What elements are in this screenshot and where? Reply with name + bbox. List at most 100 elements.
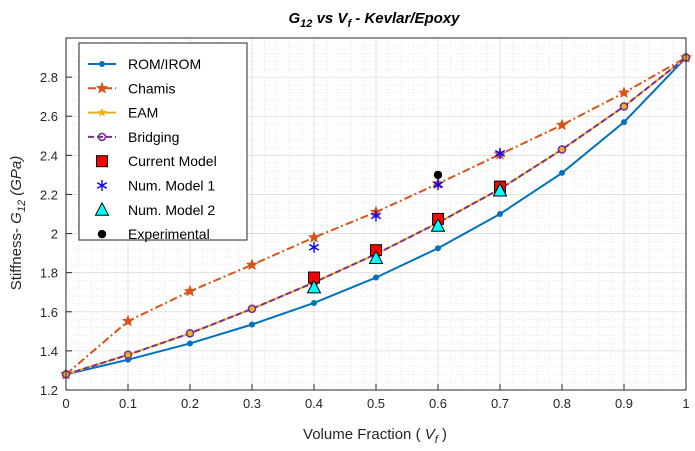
data-point-num-model-2 [492, 182, 508, 197]
legend-box [78, 42, 248, 241]
y-axis-label: Stiffness- G12 (GPa) [8, 156, 28, 291]
legend-label: ROM/IROM [128, 56, 201, 72]
legend-label: Experimental [128, 226, 210, 242]
x-tick-label: 1 [682, 396, 689, 411]
x-tick-label: 0.5 [367, 396, 385, 411]
data-point-experimental [433, 170, 443, 180]
legend-marker [96, 155, 108, 168]
x-tick-label: 0.4 [305, 396, 323, 411]
x-tick-label: 0.8 [553, 396, 571, 411]
y-tick-label: 2.6 [40, 109, 58, 124]
data-point-num-model-1 [432, 179, 444, 191]
legend-label: EAM [128, 105, 158, 121]
data-point-bridging [557, 145, 567, 154]
legend-marker [97, 132, 107, 142]
y-tick-label: 2.4 [40, 148, 58, 163]
data-point-bridging [619, 102, 629, 111]
y-axis-ticks: 1.2 1.4 1.6 1.8 2 2.2 2.4 2.6 2.8 [40, 70, 72, 398]
legend-label: Current Model [128, 153, 217, 169]
data-point-chamis [555, 118, 569, 131]
data-point-rom-irom [373, 274, 379, 281]
data-point-eam [557, 144, 567, 154]
x-axis-label-var: V [425, 426, 437, 443]
data-point-rom-irom [249, 321, 255, 328]
y-axis-label-var: G [8, 212, 25, 224]
title-v-sub: f [347, 18, 352, 30]
title-g: G [288, 10, 300, 27]
legend-item-rom-irom: ROM/IROM [88, 56, 201, 72]
data-point-num-model-2 [430, 217, 446, 232]
chart-title: G12 vs Vf - Kevlar/Epoxy [288, 10, 460, 30]
data-point-chamis [183, 284, 197, 297]
y-tick-label: 1.8 [40, 266, 58, 281]
y-axis-label-sub: 12 [16, 200, 28, 212]
y-axis-label-post: (GPa) [8, 156, 25, 200]
legend-marker [97, 229, 107, 239]
data-point-chamis [121, 314, 135, 327]
data-point-num-model-1 [494, 147, 506, 159]
data-point-bridging [247, 304, 257, 314]
data-point-eam [247, 303, 257, 313]
y-tick-label: 1.6 [40, 305, 58, 320]
data-point-eam [619, 101, 629, 111]
x-axis-label-pre: Volume Fraction ( [303, 426, 425, 443]
legend-label: Bridging [128, 129, 179, 145]
data-point-rom-irom [435, 245, 441, 252]
x-tick-label: 0.2 [181, 396, 199, 411]
legend-marker [94, 201, 110, 216]
series-line-bridging [65, 56, 687, 376]
legend-label: Num. Model 2 [128, 202, 215, 218]
data-point-rom-irom [559, 169, 565, 176]
legend-item-experimental: Experimental [97, 226, 210, 242]
x-tick-label: 0.7 [491, 396, 509, 411]
data-point-eam [185, 328, 195, 338]
y-tick-label: 1.4 [40, 344, 58, 359]
legend-item-current-model: Current Model [96, 153, 217, 169]
y-tick-label: 2.2 [40, 187, 58, 202]
x-axis-label: Volume Fraction ( Vf ) [303, 426, 447, 446]
x-tick-label: 0.6 [429, 396, 447, 411]
data-point-rom-irom [621, 119, 627, 126]
legend-item-num-model-1: Num. Model 1 [96, 178, 215, 194]
legend-marker [96, 180, 108, 191]
data-point-num-model-2 [306, 279, 322, 294]
series-markers [59, 51, 693, 380]
data-point-rom-irom [311, 299, 317, 306]
x-tick-label: 0 [62, 396, 69, 411]
y-axis-label-pre: Stiffness- [8, 224, 25, 290]
data-point-num-model-1 [308, 241, 320, 253]
data-point-chamis [307, 230, 321, 243]
title-mid: vs V [312, 10, 349, 27]
x-axis-ticks: 0 0.1 0.2 0.3 0.4 0.5 0.6 0.7 0.8 0.9 1 [62, 384, 690, 411]
svg-text:G12 vs Vf - Kevlar/Epoxy: G12 vs Vf - Kevlar/Epoxy [288, 10, 460, 30]
data-point-eam [123, 349, 133, 359]
legend-items: ROM/IROM Chamis EAM Bridging Current Model Nu… [88, 56, 217, 242]
legend-label: Chamis [128, 80, 175, 96]
data-point-num-model-2 [368, 249, 384, 264]
y-tick-label: 1.2 [40, 383, 58, 398]
data-point-rom-irom [497, 211, 503, 217]
legend: ROM/IROM Chamis EAM Bridging Current Model Nu… [78, 42, 248, 242]
x-tick-label: 0.1 [119, 396, 137, 411]
legend-marker [95, 81, 109, 94]
y-tick-label: 2 [51, 227, 58, 242]
data-point-chamis [245, 258, 259, 271]
x-axis-label-post: ) [438, 426, 447, 443]
x-tick-label: 0.9 [615, 396, 633, 411]
x-tick-label: 0.3 [243, 396, 261, 411]
data-point-bridging [123, 350, 133, 360]
legend-item-eam: EAM [88, 105, 158, 121]
legend-item-num-model-2: Num. Model 2 [94, 201, 215, 218]
legend-marker [97, 107, 107, 117]
legend-marker [99, 61, 105, 67]
data-point-rom-irom [187, 340, 193, 347]
title-g-sub: 12 [300, 18, 312, 30]
legend-label: Num. Model 1 [128, 178, 215, 194]
data-point-num-model-1 [370, 210, 382, 222]
title-rest: - Kevlar/Epoxy [351, 10, 460, 27]
data-point-bridging [185, 328, 195, 338]
legend-item-chamis: Chamis [88, 80, 175, 96]
data-point-chamis [617, 86, 631, 99]
legend-item-bridging: Bridging [88, 129, 179, 145]
